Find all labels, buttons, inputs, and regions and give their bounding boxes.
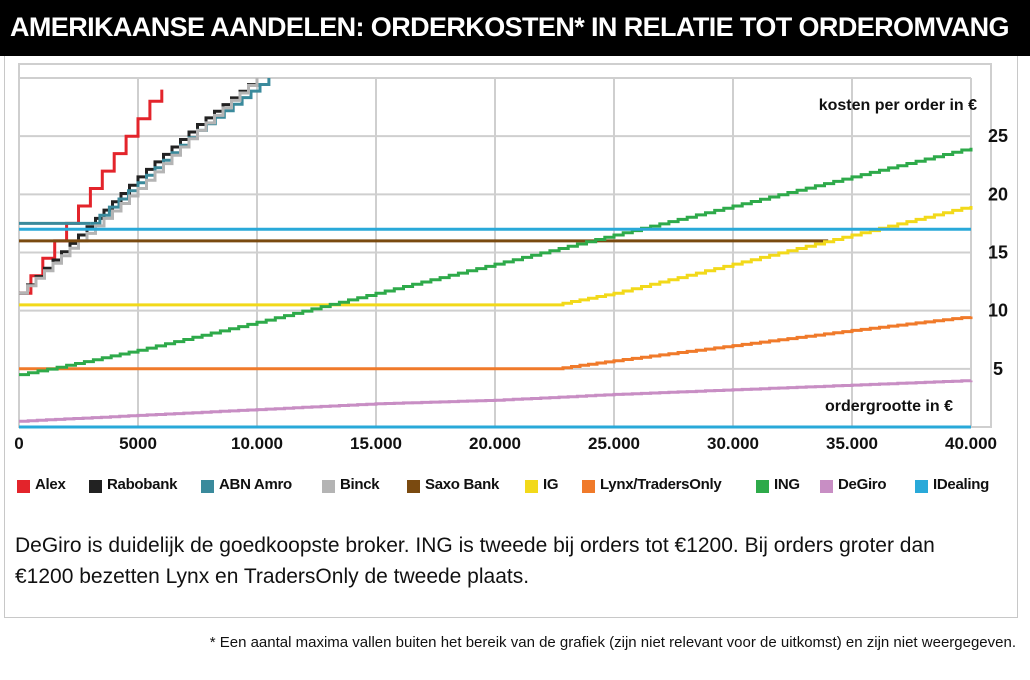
series-line-binck-4 <box>19 78 259 295</box>
x-tick-label: 5000 <box>119 434 157 453</box>
title-bar: AMERIKAANSE AANDELEN: ORDERKOSTEN* IN RE… <box>0 0 1030 56</box>
chart-frame <box>4 6 1018 618</box>
legend: Alex Rabobank ABN Amro Binck Saxo Bank IG Lynx… <box>17 476 1007 498</box>
legend-label: IDealing <box>933 476 989 493</box>
series-lines <box>19 78 973 429</box>
series-line-degiro-9 <box>19 379 973 423</box>
legend-label: Saxo Bank <box>425 476 499 493</box>
legend-label: DeGiro <box>838 476 887 493</box>
legend-label: Rabobank <box>107 476 178 493</box>
series-line-alex-0 <box>19 89 164 295</box>
caption: DeGiro is duidelijk de goedkoopste broke… <box>15 534 935 588</box>
series-line-ig-6 <box>19 206 973 307</box>
y-tick-label: 20 <box>988 184 1008 204</box>
legend-label: Lynx/TradersOnly <box>600 476 722 493</box>
legend-swatch <box>407 480 420 493</box>
x-tick-label: 20.000 <box>469 434 521 453</box>
x-axis-label: ordergrootte in € <box>825 398 953 415</box>
series-line-lynx-tradersonly-7 <box>19 316 973 371</box>
footnote: * Een aantal maxima vallen buiten het be… <box>209 634 1016 651</box>
legend-label: Alex <box>35 476 66 493</box>
chart-title: AMERIKAANSE AANDELEN: ORDERKOSTEN* IN RE… <box>10 12 1010 42</box>
legend-swatch <box>17 480 30 493</box>
x-tick-label: 10.000 <box>231 434 283 453</box>
x-tick-label: 40.000 <box>945 434 997 453</box>
legend-swatch <box>582 480 595 493</box>
x-tick-label: 35.000 <box>826 434 878 453</box>
x-tick-label: 30.000 <box>707 434 759 453</box>
series-line-ing-8 <box>19 147 973 377</box>
legend-swatch <box>525 480 538 493</box>
series-line-abn-amro-3 <box>90 78 271 225</box>
y-tick-label: 5 <box>993 359 1003 379</box>
legend-swatch <box>756 480 769 493</box>
plot-border <box>18 63 992 428</box>
chart-canvas: 0 5000 10.000 15.000 20.000 25.000 30.000 35.00… <box>14 63 1008 453</box>
x-tick-label: 0 <box>14 434 23 453</box>
y-axis-label: kosten per order in € <box>819 97 977 114</box>
legend-label: ING <box>774 476 800 493</box>
legend-label: IG <box>543 476 559 493</box>
legend-swatch <box>915 480 928 493</box>
y-tick-label: 25 <box>988 126 1008 146</box>
x-tick-label: 25.000 <box>588 434 640 453</box>
legend-swatch <box>201 480 214 493</box>
y-tick-label: 10 <box>988 301 1008 321</box>
y-tick-label: 15 <box>988 243 1008 263</box>
legend-label: Binck <box>340 476 380 493</box>
legend-swatch <box>820 480 833 493</box>
tick-labels: 0 5000 10.000 15.000 20.000 25.000 30.000 35.00… <box>14 126 1008 453</box>
legend-swatch <box>322 480 335 493</box>
legend-swatch <box>89 480 102 493</box>
grid <box>18 63 992 428</box>
x-tick-label: 15.000 <box>350 434 402 453</box>
legend-label: ABN Amro <box>219 476 292 493</box>
